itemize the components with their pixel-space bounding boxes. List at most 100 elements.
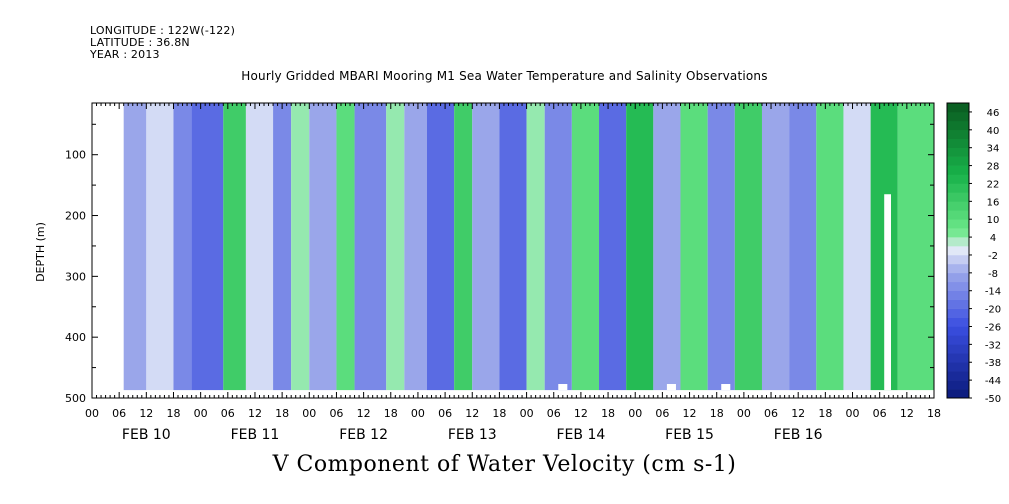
missing-data-gap-1 (558, 384, 568, 391)
colorbar-swatch (947, 281, 969, 292)
missing-data-gap-3 (721, 384, 731, 391)
x-hour-label: 12 (683, 407, 697, 420)
longitude-label: LONGITUDE : 122W(-122) (90, 24, 236, 37)
missing-data-gap-2 (666, 384, 676, 391)
x-hour-label: 18 (275, 407, 289, 420)
colorbar-label: -38 (985, 358, 1001, 369)
colorbar-swatch (947, 111, 969, 122)
colorbar-swatch (947, 380, 969, 390)
colorbar-swatch (947, 138, 969, 148)
y-axis-ticks: 100 200 300 400 500 (65, 123, 934, 405)
heatmap-band-18 (544, 103, 572, 391)
heatmap-band-11 (386, 103, 405, 391)
colorbar-label: -26 (985, 322, 1001, 333)
x-hour-label: 06 (547, 407, 561, 420)
x-hour-label: 18 (710, 407, 724, 420)
x-day-label: FEB 12 (339, 427, 388, 443)
heatmap-band-5 (245, 103, 274, 391)
heatmap-band-12 (404, 103, 427, 391)
x-hour-label: 18 (601, 407, 615, 420)
colorbar-swatch (947, 317, 969, 327)
x-hour-label: 06 (112, 407, 126, 420)
heatmap-band-26 (761, 103, 790, 391)
x-hour-label: 06 (764, 407, 778, 420)
colorbar-swatch (947, 263, 969, 274)
colorbar-label: 4 (990, 233, 996, 244)
x-day-label: FEB 10 (122, 427, 171, 443)
colorbar-swatch (947, 210, 969, 220)
y-tick-label: 500 (65, 392, 86, 405)
colorbar-label: -32 (985, 340, 1001, 351)
colorbar-swatch (947, 147, 969, 157)
x-hour-label: 18 (166, 407, 180, 420)
heatmap-band-16 (499, 103, 527, 391)
missing-data-gap-0 (884, 194, 891, 391)
x-day-label: FEB 14 (557, 427, 606, 443)
colorbar-label: 46 (987, 108, 1000, 119)
heatmap-band-9 (336, 103, 355, 391)
heatmap-band-4 (223, 103, 246, 391)
colorbar-swatch (947, 228, 969, 238)
x-hour-label: 06 (655, 407, 669, 420)
colorbar-swatch (947, 299, 969, 309)
x-hour-label: 18 (927, 407, 941, 420)
colorbar-swatch (947, 120, 969, 131)
colorbar-label: 16 (987, 197, 1000, 208)
heatmap-band-29 (843, 103, 871, 391)
x-hour-label: 00 (302, 407, 316, 420)
colorbar-label: -8 (988, 269, 998, 280)
heatmap-band-8 (309, 103, 337, 391)
colorbar-swatch (947, 272, 969, 283)
heatmap-band-3 (191, 103, 224, 391)
x-hour-label: 00 (411, 407, 425, 420)
colorbar-swatch (947, 192, 969, 202)
x-hour-label: 06 (873, 407, 887, 420)
colorbar-label: -50 (985, 394, 1001, 405)
colorbar-swatch (947, 103, 969, 113)
colorbar-swatch (947, 156, 969, 166)
chart-title: Hourly Gridded MBARI Mooring M1 Sea Wate… (241, 69, 768, 83)
heatmap-band-19 (571, 103, 600, 391)
colorbar-swatch (947, 165, 969, 175)
year-label: YEAR : 2013 (90, 48, 160, 61)
x-hour-label: 06 (221, 407, 235, 420)
heatmap-band-31 (897, 103, 934, 391)
colorbar-swatch (947, 237, 969, 247)
colorbar-swatch (947, 362, 969, 372)
heatmap-band-13 (426, 103, 455, 391)
x-day-label: FEB 13 (448, 427, 497, 443)
heatmap-band-6 (273, 103, 292, 391)
x-hour-label: 12 (791, 407, 805, 420)
x-hour-label: 12 (465, 407, 479, 420)
x-hour-label: 18 (384, 407, 398, 420)
x-hour-label: 12 (139, 407, 153, 420)
colorbar-swatch (947, 219, 969, 229)
missing-data-layer (558, 194, 891, 391)
y-tick-label: 100 (65, 149, 86, 162)
x-hour-label: 00 (520, 407, 534, 420)
heatmap-band-10 (354, 103, 387, 391)
colorbar-swatch (947, 371, 969, 381)
x-hour-label: 18 (818, 407, 832, 420)
colorbar-swatch (947, 389, 969, 399)
latitude-label: LATITUDE : 36.8N (90, 36, 190, 49)
colorbar-swatch (947, 183, 969, 193)
colorbar-swatch (947, 326, 969, 336)
colorbar-swatch (947, 290, 969, 300)
heatmap-band-17 (526, 103, 545, 391)
x-hour-label: 12 (248, 407, 262, 420)
colorbar-swatch (947, 344, 969, 354)
heatmap-band-7 (291, 103, 310, 391)
colorbar-label: -44 (985, 376, 1001, 387)
colorbar-label: -2 (988, 251, 998, 262)
colorbar-label: -20 (985, 305, 1001, 316)
heatmap-band-15 (472, 103, 500, 391)
heatmap-band-28 (816, 103, 844, 391)
heatmap-band-21 (626, 103, 654, 391)
heatmap-band-25 (734, 103, 762, 391)
x-hour-label: 06 (438, 407, 452, 420)
colorbar-swatch (947, 254, 969, 265)
y-axis-label: DEPTH (m) (34, 222, 47, 282)
x-hour-label: 06 (329, 407, 343, 420)
